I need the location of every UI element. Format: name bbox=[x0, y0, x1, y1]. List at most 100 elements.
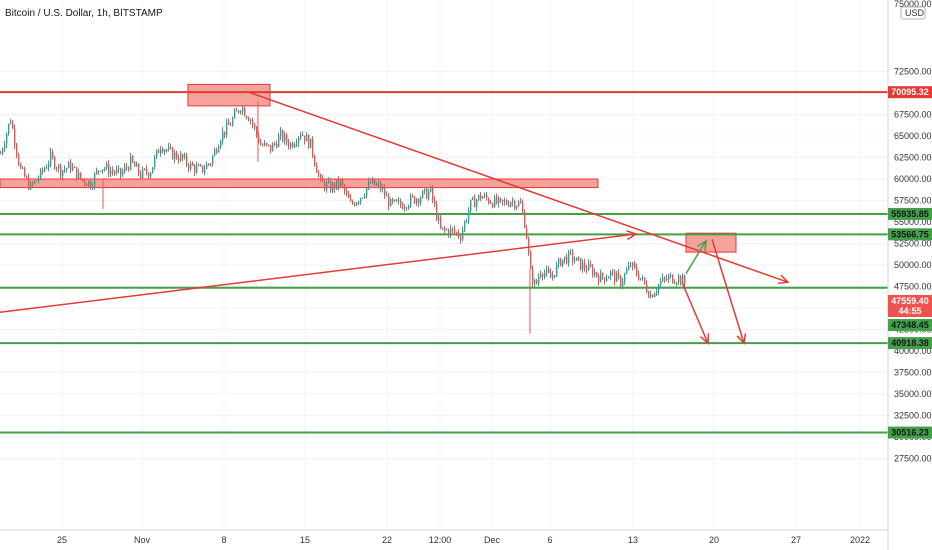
candle-body bbox=[656, 291, 658, 294]
candle-body bbox=[270, 144, 272, 152]
candle-body bbox=[64, 169, 66, 171]
candle-body bbox=[238, 110, 240, 113]
candle-body bbox=[576, 257, 578, 261]
candle-body bbox=[558, 258, 560, 265]
candle-body bbox=[496, 196, 498, 204]
candle-body bbox=[300, 134, 302, 138]
candle-body bbox=[72, 166, 74, 171]
candle-body bbox=[446, 229, 448, 231]
candle-body bbox=[402, 205, 404, 209]
candle-body bbox=[554, 274, 556, 277]
candle-body bbox=[200, 165, 202, 167]
candle-body bbox=[442, 227, 444, 229]
candle-body bbox=[436, 204, 438, 220]
candle-body bbox=[258, 134, 260, 143]
candle-body bbox=[406, 207, 408, 209]
candle-body bbox=[386, 195, 388, 197]
candle-body bbox=[158, 150, 160, 154]
candle-body bbox=[534, 280, 536, 284]
candle-body bbox=[474, 197, 476, 208]
candle-body bbox=[470, 199, 472, 212]
candle-body bbox=[648, 292, 650, 298]
candle-body bbox=[314, 155, 316, 165]
time-axis[interactable]: 25 Nov 8 15 22 12:00 Dec 6 13 20 27 2022 bbox=[57, 535, 870, 545]
trendline-arrowhead bbox=[626, 230, 638, 241]
candle-body bbox=[642, 277, 644, 279]
candle-body bbox=[660, 281, 662, 285]
candle-body bbox=[564, 256, 566, 260]
time-tick-label: 12:00 bbox=[429, 535, 452, 545]
candle-body bbox=[180, 154, 182, 161]
candle-body bbox=[172, 147, 174, 160]
price-tick-label: 52500.00 bbox=[894, 239, 932, 249]
candle-body bbox=[242, 108, 244, 112]
candle-body bbox=[16, 144, 18, 155]
candle-body bbox=[228, 122, 230, 125]
candle-body bbox=[190, 163, 192, 169]
time-tick-label: 13 bbox=[628, 535, 638, 545]
candle-body bbox=[624, 273, 626, 282]
trendline-arrowhead bbox=[699, 333, 710, 345]
candle-body bbox=[342, 180, 344, 186]
countdown-label: 44:55 bbox=[898, 306, 921, 316]
candle-body bbox=[80, 172, 82, 180]
candle-body bbox=[628, 265, 630, 270]
candle-body bbox=[166, 149, 168, 151]
candle-body bbox=[156, 150, 158, 158]
candle-body bbox=[460, 236, 462, 240]
candle-body bbox=[284, 134, 286, 141]
candle-body bbox=[596, 272, 598, 277]
price-badges: 70095.32 55935.85 53566.75 47348.45 40918.38… bbox=[888, 86, 932, 439]
candle-body bbox=[472, 197, 474, 200]
candle-body bbox=[536, 280, 538, 284]
candle-body bbox=[268, 144, 270, 146]
candle-body bbox=[312, 138, 314, 156]
candle-body bbox=[434, 199, 436, 205]
candle-body bbox=[90, 180, 92, 189]
candle-body bbox=[672, 274, 674, 284]
candle-body bbox=[396, 199, 398, 202]
candle-body bbox=[494, 196, 496, 208]
candle-body bbox=[388, 195, 390, 207]
candle-body bbox=[208, 163, 210, 165]
candle-body bbox=[644, 277, 646, 284]
candle-body bbox=[246, 116, 248, 118]
candle-body bbox=[326, 182, 328, 190]
candle-body bbox=[528, 238, 530, 252]
currency-label[interactable]: USD bbox=[905, 8, 925, 18]
candle-body bbox=[4, 144, 6, 150]
currency-box[interactable] bbox=[900, 6, 926, 20]
trendline bbox=[681, 281, 709, 344]
candle-body bbox=[548, 269, 550, 273]
candle-body bbox=[204, 168, 206, 172]
candle-body bbox=[58, 164, 60, 169]
candle-body bbox=[464, 221, 466, 231]
candle-body bbox=[652, 294, 654, 298]
candle-body bbox=[400, 200, 402, 206]
candle-body bbox=[84, 180, 86, 184]
candle-body bbox=[374, 179, 376, 186]
candle-body bbox=[220, 140, 222, 148]
candle-body bbox=[538, 277, 540, 284]
candle-body bbox=[418, 199, 420, 204]
candle-body bbox=[288, 142, 290, 147]
candle-body bbox=[390, 198, 392, 207]
candle-body bbox=[250, 119, 252, 121]
candle-body bbox=[510, 202, 512, 207]
candle-body bbox=[106, 163, 108, 169]
candle-body bbox=[634, 262, 636, 267]
candle-body bbox=[684, 275, 686, 285]
candle-body bbox=[210, 163, 212, 165]
candle-body bbox=[152, 167, 154, 174]
candle-body bbox=[678, 275, 680, 283]
candle-body bbox=[278, 136, 280, 147]
candle-body bbox=[114, 171, 116, 174]
candle-body bbox=[426, 188, 428, 199]
candle-body bbox=[338, 179, 340, 187]
candle-body bbox=[128, 167, 130, 170]
candle-body bbox=[256, 127, 258, 135]
candle-body bbox=[240, 111, 242, 113]
candle-body bbox=[658, 284, 660, 292]
